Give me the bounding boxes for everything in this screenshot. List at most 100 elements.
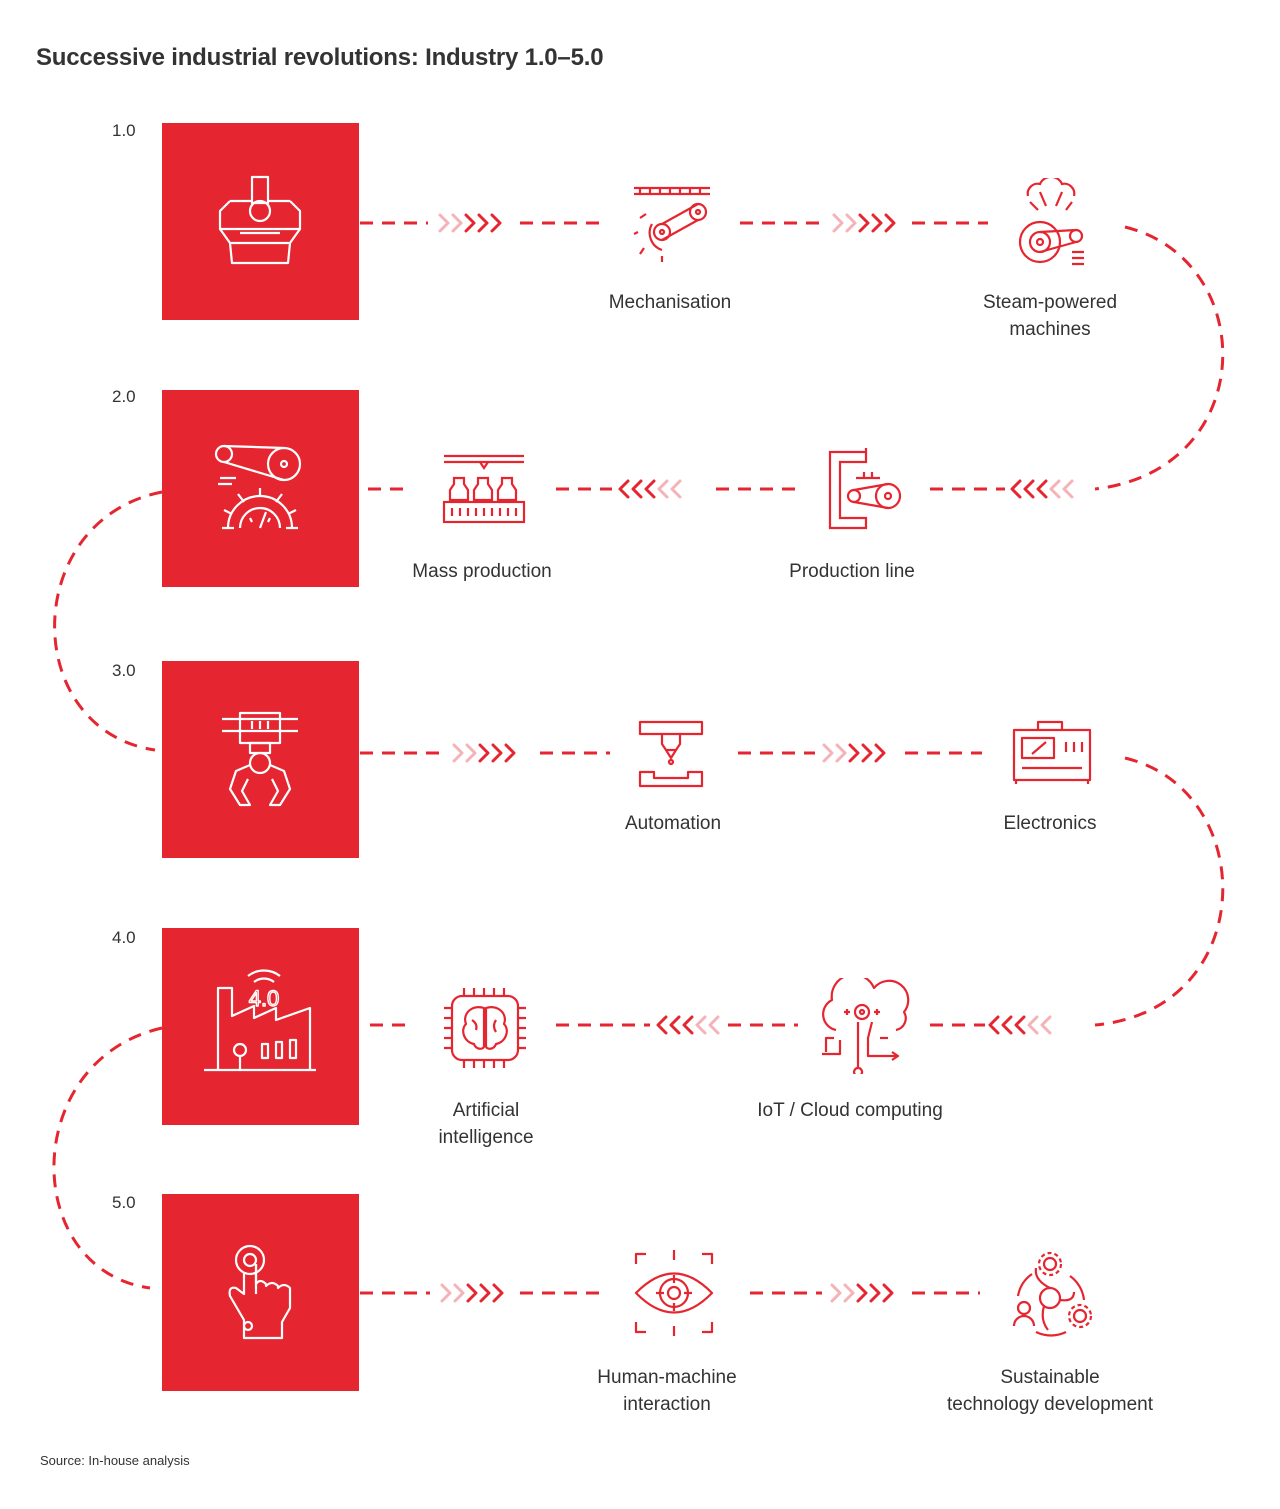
- node-label-3-1: Automation: [543, 810, 803, 837]
- stage-box-2: [162, 390, 359, 587]
- chevron-arrow: [988, 1015, 1000, 1035]
- chevron-arrow: [438, 213, 450, 233]
- node-label-line: Human-machine: [597, 1367, 737, 1388]
- connector-curve: [1094, 225, 1225, 491]
- node-label-1-2: Steam-powered machines: [920, 289, 1180, 343]
- chevron-arrow: [670, 479, 682, 499]
- node-label-3-2: Electronics: [920, 810, 1180, 837]
- chevron-arrow: [835, 743, 847, 763]
- level-label-2: 2.0: [112, 387, 136, 406]
- node-label-4-2: IoT / Cloud computing: [720, 1097, 980, 1124]
- robotic-claw-icon: [222, 711, 298, 807]
- node-label-4-1: Artificial intelligence: [356, 1097, 616, 1151]
- chevron-arrow: [631, 479, 643, 499]
- stage-box-1: [162, 123, 359, 320]
- chevron-arrow: [464, 213, 476, 233]
- chevron-arrow: [466, 1283, 478, 1303]
- chevron-arrow: [490, 213, 502, 233]
- belt-pulley-gear-icon: [214, 444, 302, 530]
- chevron-arrow: [1036, 479, 1048, 499]
- level-label-5: 5.0: [112, 1193, 136, 1212]
- connector-curve: [53, 490, 163, 752]
- eye-target-icon: [634, 1250, 714, 1336]
- chevron-arrow: [669, 1015, 681, 1035]
- node-icon-4-1: [442, 986, 528, 1075]
- node-label-2-1: Mass production: [352, 558, 612, 585]
- chevron-arrow: [618, 479, 630, 499]
- node-label-line: interaction: [623, 1394, 711, 1415]
- sustainability-cycle-icon: [1012, 1251, 1093, 1337]
- level-label-1: 1.0: [112, 121, 136, 140]
- ai-chip-brain-icon: [444, 988, 526, 1068]
- node-label-line: Mechanisation: [608, 292, 732, 313]
- node-icon-3-1: [636, 718, 706, 793]
- cloud-circuit-icon: [822, 973, 910, 1078]
- chevron-arrow: [492, 1283, 504, 1303]
- node-label-5-1: Human-machine interaction: [537, 1364, 797, 1418]
- electronic-device-icon: [1012, 720, 1092, 784]
- chevron-arrow: [1049, 479, 1061, 499]
- chevron-arrow: [479, 1283, 491, 1303]
- belt-gear-ruler-icon: [633, 186, 710, 262]
- chevron-arrow: [451, 213, 463, 233]
- bottling-conveyor-icon: [442, 454, 526, 524]
- node-label-line: machines: [1009, 319, 1091, 340]
- node-label-line: Mass production: [412, 561, 552, 582]
- source-note: Source: In-house analysis: [40, 1453, 190, 1468]
- node-label-line: Automation: [624, 813, 722, 834]
- chevron-arrow: [845, 213, 857, 233]
- chevron-arrow: [682, 1015, 694, 1035]
- chevron-arrow: [869, 1283, 881, 1303]
- node-label-line: Artificial: [452, 1100, 520, 1121]
- node-label-line: IoT / Cloud computing: [757, 1100, 943, 1121]
- chevron-arrow: [1010, 479, 1022, 499]
- node-icon-2-2: [826, 448, 906, 537]
- chevron-arrow: [477, 213, 489, 233]
- chevron-arrow: [843, 1283, 855, 1303]
- smart-factory-icon: 4.0: [204, 969, 316, 1072]
- node-icon-5-1: [634, 1250, 714, 1341]
- chevron-arrow: [656, 1015, 668, 1035]
- node-label-line: Sustainable: [1000, 1367, 1100, 1388]
- press-conveyor-icon: [828, 448, 902, 530]
- node-label-1-1: Mechanisation: [540, 289, 800, 316]
- node-icon-3-2: [1012, 716, 1092, 791]
- chevron-arrow: [832, 213, 844, 233]
- chevron-arrow: [695, 1015, 707, 1035]
- steam-press-icon: [218, 175, 302, 265]
- chevron-arrow: [884, 213, 896, 233]
- chevron-arrow: [1062, 479, 1074, 499]
- chevron-arrow: [874, 743, 886, 763]
- chevron-arrow: [830, 1283, 842, 1303]
- chevron-arrow: [856, 1283, 868, 1303]
- node-label-2-2: Production line: [722, 558, 982, 585]
- stage-box-5: [162, 1194, 359, 1391]
- stage-box-4: 4.0: [162, 928, 359, 1125]
- chevron-arrow: [478, 743, 490, 763]
- node-icon-1-2: [1010, 175, 1090, 273]
- level-label-3: 3.0: [112, 661, 136, 680]
- chevron-arrow: [453, 1283, 465, 1303]
- node-label-line: Electronics: [1003, 813, 1097, 834]
- chevron-arrow: [708, 1015, 720, 1035]
- chevron-arrow: [1001, 1015, 1013, 1035]
- stage-box-3: [162, 661, 359, 858]
- chevron-arrow: [1040, 1015, 1052, 1035]
- chevron-arrow: [491, 743, 503, 763]
- node-label-5-2: Sustainable technology development: [920, 1364, 1180, 1418]
- chevron-arrow: [504, 743, 516, 763]
- chevron-arrow: [452, 743, 464, 763]
- chevron-arrow: [858, 213, 870, 233]
- chevron-arrow: [440, 1283, 452, 1303]
- touch-hand-icon: [228, 1244, 292, 1340]
- chevron-arrow: [1027, 1015, 1039, 1035]
- connector-curve: [52, 1026, 163, 1290]
- chevron-arrow: [871, 213, 883, 233]
- node-label-line: technology development: [947, 1394, 1153, 1415]
- chevron-arrow: [1023, 479, 1035, 499]
- node-icon-1-1: [632, 184, 712, 269]
- chevron-arrow: [644, 479, 656, 499]
- chevron-arrow: [861, 743, 873, 763]
- node-label-line: intelligence: [438, 1127, 534, 1148]
